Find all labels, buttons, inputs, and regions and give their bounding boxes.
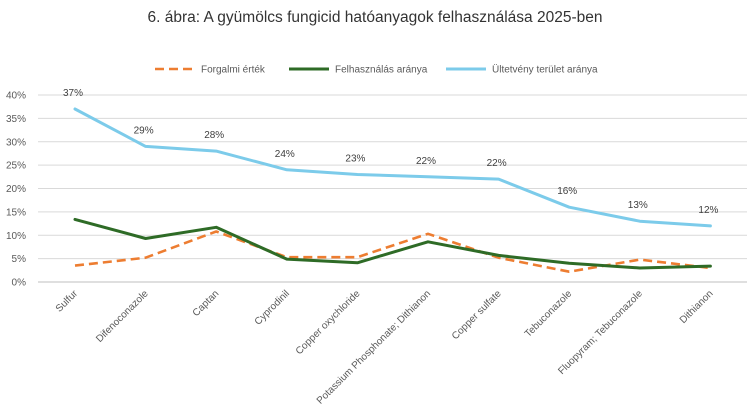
x-tick-label: Difenoconazole: [94, 288, 151, 345]
x-tick-label: Copper oxychloride: [294, 288, 363, 357]
data-label: 28%: [204, 130, 224, 141]
y-tick-label: 0%: [12, 278, 27, 289]
y-tick-label: 5%: [12, 254, 27, 265]
data-label: 37%: [63, 88, 83, 99]
x-tick-label: Cyprodinil: [253, 288, 292, 327]
legend-label: Felhasználás aránya: [335, 65, 428, 76]
y-tick-label: 30%: [6, 137, 26, 148]
series-line-3: [73, 107, 712, 228]
y-tick-label: 15%: [6, 207, 26, 218]
x-tick-label: Copper sulfate: [450, 288, 504, 342]
series-line-2: [73, 217, 712, 270]
data-label: 16%: [557, 186, 577, 197]
data-label: 12%: [698, 205, 718, 216]
x-tick-label: Potassium Phosphonate; Dithianon: [315, 288, 433, 406]
x-tick-label: Captan: [191, 288, 222, 319]
y-tick-label: 25%: [6, 161, 26, 172]
legend-item: Forgalmi érték: [155, 65, 266, 76]
legend-item: Ültetvény terület aránya: [446, 64, 598, 76]
series-lines: [73, 107, 712, 274]
y-tick-label: 35%: [6, 114, 26, 125]
y-tick-label: 10%: [6, 231, 26, 242]
data-label: 22%: [416, 156, 436, 167]
legend: Forgalmi érték Felhasználás aránya Ültetvé…: [155, 64, 598, 76]
legend-item: Felhasználás aránya: [289, 65, 428, 76]
data-label: 29%: [134, 125, 154, 136]
x-tick-label: Fluopyram; Tebuconazole: [556, 288, 645, 377]
y-tick-label: 40%: [6, 91, 26, 102]
gridlines: [38, 94, 747, 283]
y-tick-label: 20%: [6, 184, 26, 195]
x-axis: Sulfur Difenoconazole Captan Cyprodinil Copp…: [54, 288, 716, 407]
chart-title: 6. ábra: A gyümölcs fungicid hatóanyagok…: [148, 9, 603, 26]
data-label: 24%: [275, 149, 295, 160]
data-labels: 37% 29% 28% 24% 23% 22% 22% 16% 13% 12%: [63, 88, 719, 216]
data-label: 13%: [628, 200, 648, 211]
data-label: 23%: [345, 153, 365, 164]
x-tick-label: Tebuconazole: [523, 288, 575, 340]
legend-label: Forgalmi érték: [201, 65, 266, 76]
legend-label: Ültetvény terület aránya: [492, 64, 598, 76]
x-tick-label: Sulfur: [54, 288, 81, 315]
x-tick-label: Dithianon: [678, 288, 716, 326]
y-axis: 0% 5% 10% 15% 20% 25% 30% 35% 40%: [6, 91, 26, 289]
data-label: 22%: [487, 158, 507, 169]
